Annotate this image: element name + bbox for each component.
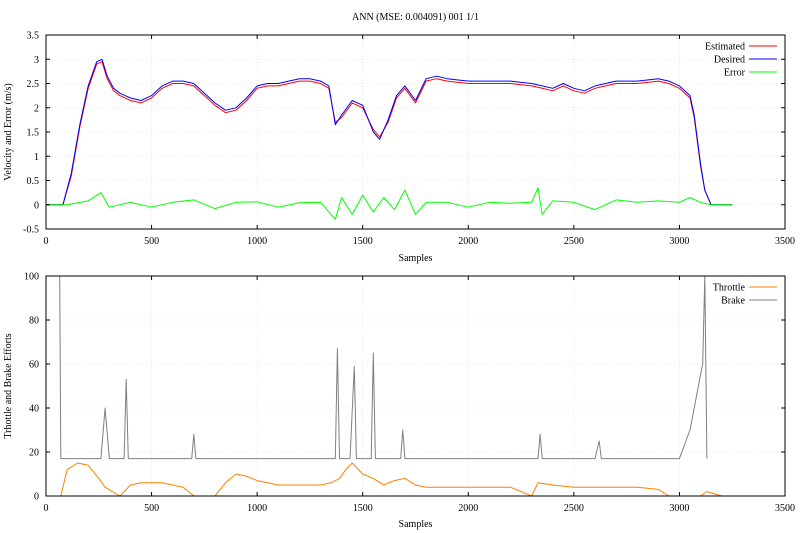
y-tick-label: 0.5 xyxy=(27,176,40,187)
y-tick-label: 2.5 xyxy=(27,79,40,90)
legend-label: Desired xyxy=(714,55,745,66)
y-tick-label: 40 xyxy=(29,404,39,415)
x-tick-label: 1500 xyxy=(353,503,373,514)
x-tick-label: 2500 xyxy=(564,503,584,514)
legend-label: Throttle xyxy=(713,283,746,294)
y-tick-label: 60 xyxy=(29,360,39,371)
x-tick-label: 2500 xyxy=(564,236,584,247)
x-tick-label: 1000 xyxy=(247,503,267,514)
y-tick-label: -0.5 xyxy=(23,225,39,236)
series-line-error xyxy=(46,187,733,220)
x-tick-label: 1000 xyxy=(247,236,267,247)
series-line-estimated xyxy=(46,61,733,206)
y-tick-label: 2 xyxy=(34,103,39,114)
series-line-throttle xyxy=(60,462,735,497)
y-tick-label: 3 xyxy=(34,55,39,66)
x-tick-label: 0 xyxy=(44,236,49,247)
legend-label: Brake xyxy=(721,296,745,307)
legend-label: Error xyxy=(724,68,746,79)
series-line-brake xyxy=(59,275,708,460)
y-tick-label: 1 xyxy=(34,152,39,163)
y-tick-label: 20 xyxy=(29,448,39,459)
x-tick-label: 2000 xyxy=(458,236,478,247)
x-tick-label: 3500 xyxy=(775,503,795,514)
x-tick-label: 2000 xyxy=(458,503,478,514)
chart-title: ANN (MSE: 0.004091) 001 1/1 xyxy=(352,12,479,23)
x-tick-label: 1500 xyxy=(353,236,373,247)
plot-frame xyxy=(45,275,786,497)
y-tick-label: 3.5 xyxy=(27,31,40,42)
x-tick-label: 3500 xyxy=(775,236,795,247)
x-tick-label: 3000 xyxy=(669,236,689,247)
series-line-desired xyxy=(46,58,733,206)
y-tick-label: 0 xyxy=(34,200,39,211)
y-tick-label: 1.5 xyxy=(27,128,40,139)
y-tick-label: 80 xyxy=(29,316,39,327)
x-tick-label: 500 xyxy=(144,503,159,514)
y-tick-label: 0 xyxy=(34,492,39,503)
x-tick-label: 500 xyxy=(144,236,159,247)
x-axis-label: Samples xyxy=(399,519,433,530)
x-tick-label: 0 xyxy=(44,503,49,514)
legend-label: Estimated xyxy=(705,42,745,53)
y-tick-label: 100 xyxy=(24,272,39,283)
y-axis-label: Velocity and Error (m/s) xyxy=(3,83,14,180)
x-tick-label: 3000 xyxy=(669,503,689,514)
y-axis-label: Trhottle and Brake Efforts xyxy=(3,333,14,438)
x-axis-label: Samples xyxy=(399,253,433,264)
